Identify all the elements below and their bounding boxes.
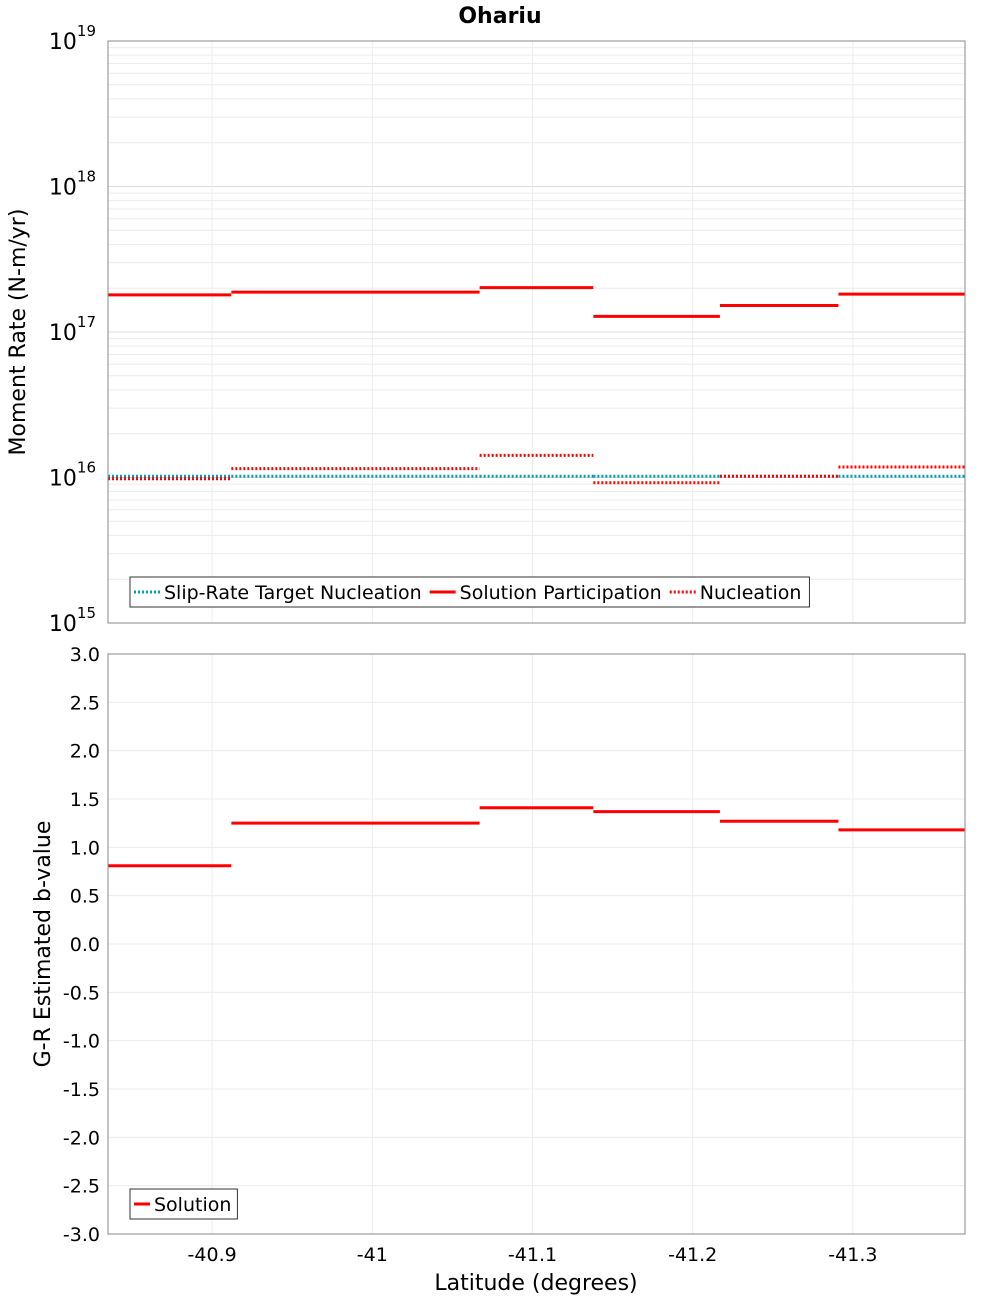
x-tick-label: -41 — [357, 1244, 388, 1266]
y-tick-label: 1017 — [49, 313, 96, 346]
moment-rate-y-ticks: 1015 1016 1017 1018 1019 — [49, 22, 96, 637]
legend-box — [129, 576, 810, 608]
chart-title: Ohariu — [458, 4, 541, 29]
y-tick-label: 1015 — [49, 604, 96, 637]
y-tick-label: -1.0 — [63, 1031, 100, 1053]
moment-rate-y-axis-label: Moment Rate (N-m/yr) — [6, 209, 31, 456]
y-tick-label: -2.0 — [63, 1127, 100, 1149]
y-tick-label: 2.0 — [70, 741, 100, 763]
y-tick-label: 0.0 — [70, 934, 100, 956]
y-tick-label: 3.0 — [70, 644, 100, 666]
legend-entry: Solution Participation — [460, 582, 662, 604]
y-tick-label: 2.5 — [70, 692, 100, 714]
moment-rate-series — [108, 286, 965, 485]
moment-rate-plot-frame — [107, 40, 966, 624]
x-tick-label: -41.3 — [828, 1244, 877, 1266]
x-tick-label: -40.9 — [188, 1244, 237, 1266]
y-tick-label: -3.0 — [63, 1224, 100, 1246]
legend-entry: Nucleation — [700, 582, 802, 604]
legend-entry: Slip-Rate Target Nucleation — [164, 582, 422, 604]
y-tick-label: -0.5 — [63, 982, 100, 1004]
y-tick-label: 1018 — [49, 168, 96, 201]
latitude-x-axis-label: Latitude (degrees) — [434, 1271, 637, 1296]
y-tick-label: -2.5 — [63, 1176, 100, 1198]
moment-rate-legend: Slip-Rate Target Nucleation Solution Part… — [129, 576, 810, 608]
b-value-y-ticks: 3.0 2.5 2.0 1.5 1.0 0.5 0.0 -0.5 -1.0 -1.5 -2.0 -2.… — [63, 644, 100, 1246]
b-value-plot: 3.0 2.5 2.0 1.5 1.0 0.5 0.0 -0.5 -1.0 -1.5 -2.0 -2.… — [31, 644, 966, 1296]
b-value-legend: Solution — [129, 1188, 238, 1220]
moment-rate-plot: 1015 1016 1017 1018 1019 Moment Rate (N-m/yr… — [6, 22, 966, 637]
y-tick-label: 1019 — [49, 22, 96, 55]
y-tick-label: 1.0 — [70, 837, 100, 859]
y-tick-label: 0.5 — [70, 886, 100, 908]
legend-entry: Solution — [154, 1194, 231, 1216]
b-value-series — [108, 806, 965, 868]
x-tick-label: -41.1 — [508, 1244, 557, 1266]
y-tick-label: -1.5 — [63, 1079, 100, 1101]
x-tick-label: -41.2 — [668, 1244, 717, 1266]
b-value-y-axis-label: G-R Estimated b-value — [31, 821, 56, 1068]
latitude-x-ticks: -40.9 -41 -41.1 -41.2 -41.3 — [188, 1244, 878, 1266]
b-value-plot-frame — [107, 653, 966, 1235]
y-tick-label: 1016 — [49, 459, 96, 492]
y-tick-label: 1.5 — [70, 789, 100, 811]
